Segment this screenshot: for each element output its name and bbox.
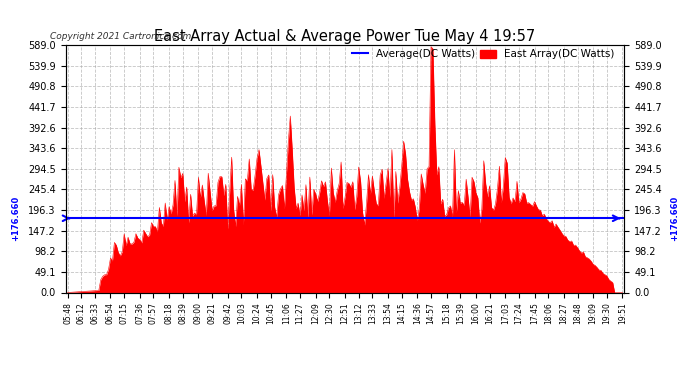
- Text: Copyright 2021 Cartronics.com: Copyright 2021 Cartronics.com: [50, 32, 191, 41]
- Title: East Array Actual & Average Power Tue May 4 19:57: East Array Actual & Average Power Tue Ma…: [155, 29, 535, 44]
- Text: +176.660: +176.660: [670, 196, 679, 241]
- Text: +176.660: +176.660: [11, 196, 20, 241]
- Legend: Average(DC Watts), East Array(DC Watts): Average(DC Watts), East Array(DC Watts): [348, 45, 619, 63]
